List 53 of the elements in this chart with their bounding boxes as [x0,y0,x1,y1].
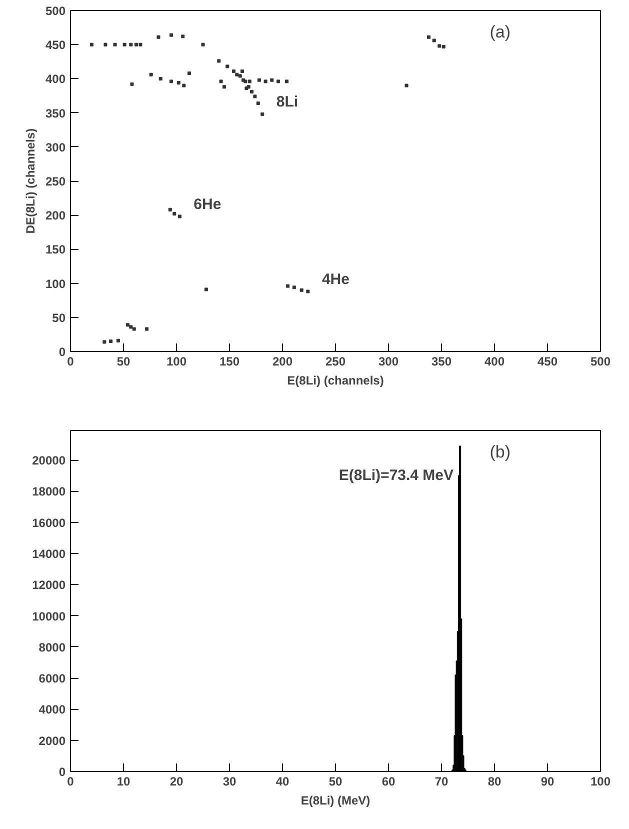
x-tick-label: 100 [166,354,187,368]
x-axis-title: E(8Li) (channels) [287,374,384,388]
y-axis-title: DE(8Li) (channels) [23,128,38,234]
annotation: 6He [194,196,222,213]
y-tick-label: 14000 [32,547,66,562]
x-tick-label: 10 [116,774,130,788]
x-tick-label: 150 [219,354,240,368]
x-tick-label: 500 [590,354,611,368]
y-tick-label: 250 [45,174,66,188]
x-tick-label: 70 [434,774,448,788]
x-tick-label: 60 [382,774,396,788]
y-tick-label: 16000 [32,516,66,530]
x-axis-title: E(8Li) (MeV) [300,794,370,808]
annotation: (b) [490,442,511,462]
y-tick-label: 4000 [38,702,66,717]
x-tick-label: 250 [325,354,346,368]
y-tick-label: 50 [52,310,66,325]
x-tick-label: 100 [590,774,611,788]
x-tick-label: 40 [276,774,290,788]
x-tick-label: 20 [170,774,184,788]
x-tick-label: 80 [488,774,502,788]
annotation: 4He [322,270,350,288]
y-tick-label: 18000 [32,484,66,499]
y-tick-label: 0 [58,765,66,779]
y-tick-label: 12000 [32,578,66,592]
x-tick-label: 90 [540,774,554,788]
x-tick-label: 400 [484,354,505,368]
y-tick-label: 6000 [38,672,66,686]
x-tick-label: 200 [272,354,293,368]
x-tick-label: 350 [431,354,452,368]
y-tick-label: 200 [45,208,66,223]
y-tick-label: 500 [45,4,66,18]
y-tick-label: 300 [45,140,66,154]
y-tick-label: 450 [45,38,66,52]
annotation: E(8Li)=73.4 MeV [338,467,454,484]
x-tick-label: 50 [116,354,130,368]
y-tick-label: 0 [58,345,66,359]
y-tick-label: 350 [45,106,66,120]
x-tick-label: 30 [222,774,236,788]
y-tick-label: 400 [45,72,66,86]
x-tick-label: 300 [378,354,399,368]
y-tick-label: 8000 [38,640,66,654]
y-tick-label: 100 [45,276,66,291]
y-tick-label: 20000 [32,454,66,468]
annotation: (a) [490,22,511,42]
y-tick-label: 2000 [38,734,66,748]
y-tick-label: 10000 [32,609,66,624]
x-tick-label: 0 [67,774,74,788]
x-tick-label: 0 [67,354,74,368]
x-tick-label: 450 [537,354,558,368]
x-tick-label: 50 [328,774,342,788]
y-tick-label: 150 [45,242,66,257]
annotation: 8Li [276,94,298,111]
